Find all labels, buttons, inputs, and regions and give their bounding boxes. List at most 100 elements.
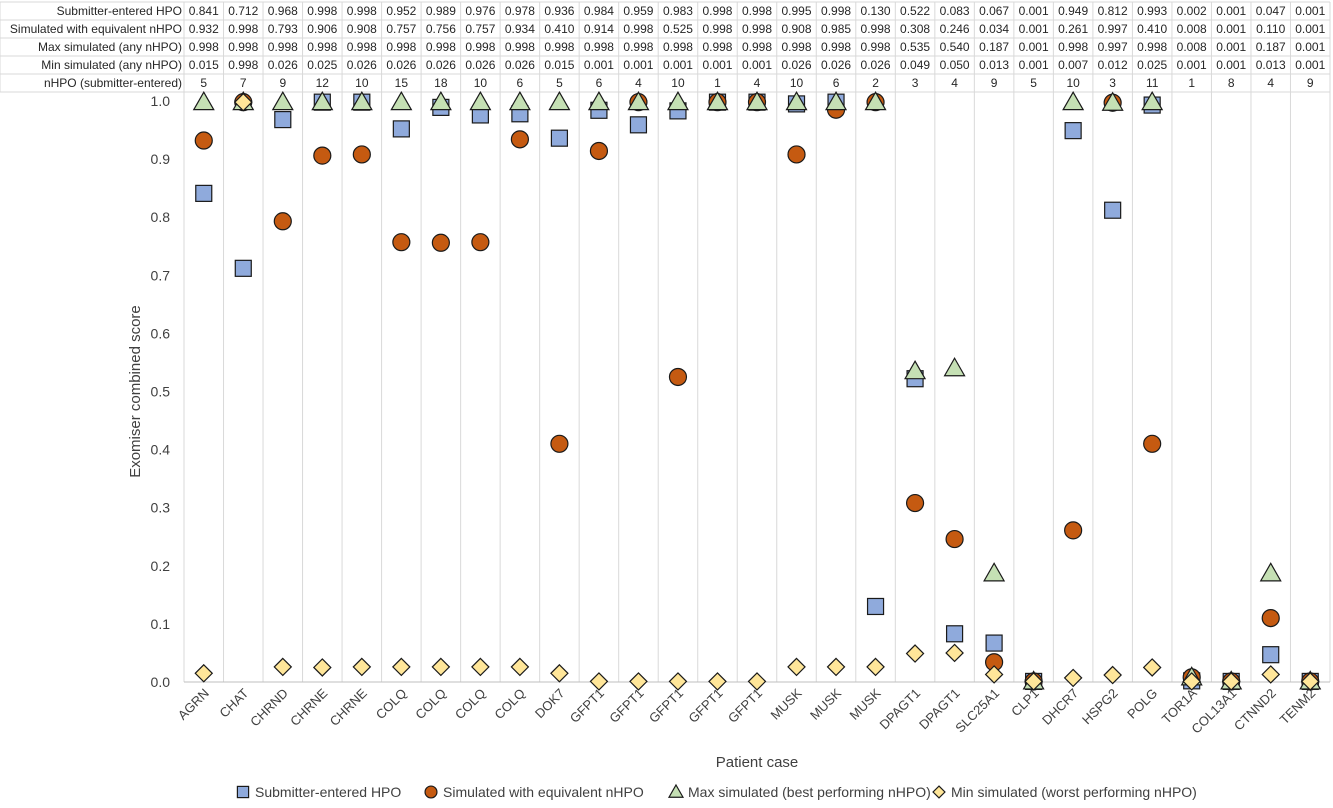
table-cell: 0.976 xyxy=(465,4,495,18)
table-cell: 0.998 xyxy=(1058,40,1088,54)
table-cell: 1 xyxy=(714,76,721,90)
x-tick-label: MUSK xyxy=(847,685,884,722)
data-point-diamond xyxy=(431,657,451,677)
y-tick-label: 0.4 xyxy=(151,442,171,458)
table-cell: 0.540 xyxy=(940,40,970,54)
data-point-diamond xyxy=(708,672,727,691)
data-point-circle xyxy=(945,529,964,549)
data-point-circle xyxy=(1064,521,1083,540)
data-point-diamond xyxy=(1221,672,1241,691)
x-tick-label: DOK7 xyxy=(532,686,568,722)
table-cell: 0.008 xyxy=(1177,40,1207,54)
y-tick-label: 0.1 xyxy=(151,616,171,632)
table-cell: 0.995 xyxy=(782,4,812,18)
data-point-diamond xyxy=(352,657,372,677)
data-point-diamond xyxy=(194,663,214,683)
table-cell: 4 xyxy=(951,76,958,90)
data-point-triangle xyxy=(825,90,848,111)
data-point-triangle xyxy=(192,90,215,111)
table-row-header: nHPO (submitter-entered) xyxy=(44,76,182,90)
data-point-circle xyxy=(313,146,332,165)
data-point-circle xyxy=(273,212,292,231)
y-tick-label: 0.8 xyxy=(151,209,171,225)
table-cell: 0.001 xyxy=(1216,40,1246,54)
data-point-diamond xyxy=(550,663,569,683)
y-tick-label: 0.9 xyxy=(151,151,171,167)
table-cell: 0.998 xyxy=(505,40,535,54)
data-point-circle xyxy=(194,131,213,150)
data-point-square xyxy=(629,116,648,134)
table-cell: 0.949 xyxy=(1058,4,1088,18)
table-cell: 0.187 xyxy=(979,40,1009,54)
table-cell: 10 xyxy=(1066,76,1080,90)
data-point-square xyxy=(234,259,252,277)
data-point-diamond xyxy=(747,672,767,691)
table-cell: 0.410 xyxy=(544,22,574,36)
data-point-triangle xyxy=(508,90,531,111)
table-cell: 10 xyxy=(474,76,488,90)
x-tick-label: COLQ xyxy=(452,686,489,723)
table-cell: 0.934 xyxy=(505,22,535,36)
table-cell: 0.026 xyxy=(782,58,812,72)
table-cell: 0.998 xyxy=(821,40,851,54)
data-point-diamond xyxy=(984,665,1004,684)
table-row-header: Simulated with equivalent nHPO xyxy=(10,22,182,36)
table-cell: 0.959 xyxy=(623,4,653,18)
data-point-diamond xyxy=(945,643,964,663)
table-cell: 0.026 xyxy=(465,58,495,72)
table-cell: 0.001 xyxy=(702,58,732,72)
table-cell: 0.998 xyxy=(861,40,891,54)
data-point-diamond xyxy=(1063,668,1083,688)
data-point-diamond xyxy=(787,657,806,677)
x-tick-label: GFPT1 xyxy=(646,686,686,726)
x-tick-label: POLG xyxy=(1124,686,1160,722)
data-point-square xyxy=(550,129,569,147)
table-cell: 0.914 xyxy=(584,22,614,36)
table-cell: 0.410 xyxy=(1137,22,1167,36)
table-cell: 0.998 xyxy=(386,40,416,54)
data-point-circle xyxy=(431,233,450,252)
x-tick-label: AGRN xyxy=(175,686,212,723)
table-cell: 0.525 xyxy=(663,22,693,36)
data-point-square xyxy=(1262,646,1280,664)
data-point-triangle xyxy=(864,90,887,111)
data-point-circle xyxy=(1143,434,1162,453)
table-cell: 0.067 xyxy=(979,4,1009,18)
table-cell: 0.047 xyxy=(1256,4,1286,18)
table-cell: 2 xyxy=(872,76,879,90)
x-tick-label: DHCR7 xyxy=(1039,686,1081,728)
table-cell: 0.026 xyxy=(268,58,298,72)
x-tick-label: DPAGT1 xyxy=(876,686,923,733)
table-cell: 0.130 xyxy=(861,4,891,18)
table-cell: 0.007 xyxy=(1058,58,1088,72)
x-tick-label: COLQ xyxy=(373,686,410,723)
table-cell: 0.026 xyxy=(505,58,535,72)
legend-marker-circle xyxy=(424,785,438,799)
data-point-circle xyxy=(392,233,411,252)
x-tick-label: HSPG2 xyxy=(1079,686,1121,728)
table-cell: 0.997 xyxy=(1098,22,1128,36)
data-point-circle xyxy=(668,367,688,387)
legend-label: Simulated with equivalent nHPO xyxy=(443,784,644,800)
x-tick-label: GFPT1 xyxy=(685,686,725,726)
data-point-triangle xyxy=(548,90,571,111)
data-point-triangle xyxy=(1062,90,1085,111)
data-point-square xyxy=(274,110,292,129)
table-cell: 6 xyxy=(833,76,840,90)
table-cell: 0.998 xyxy=(742,4,772,18)
table-cell: 0.908 xyxy=(782,22,812,36)
legend-label: Max simulated (best performing nHPO) xyxy=(688,784,931,800)
x-tick-label: MUSK xyxy=(767,685,804,722)
y-tick-label: 1.0 xyxy=(151,93,171,109)
data-point-square xyxy=(1064,122,1082,140)
table-cell: 5 xyxy=(200,76,207,90)
table-cell: 0.001 xyxy=(1295,4,1325,18)
data-point-diamond xyxy=(866,657,885,677)
table-cell: 0.968 xyxy=(268,4,298,18)
data-point-circle xyxy=(589,141,609,161)
x-tick-label: SLC25A1 xyxy=(952,686,1002,736)
table-cell: 18 xyxy=(434,76,448,90)
table-cell: 0.015 xyxy=(544,58,574,72)
table-cell: 0.908 xyxy=(347,22,377,36)
